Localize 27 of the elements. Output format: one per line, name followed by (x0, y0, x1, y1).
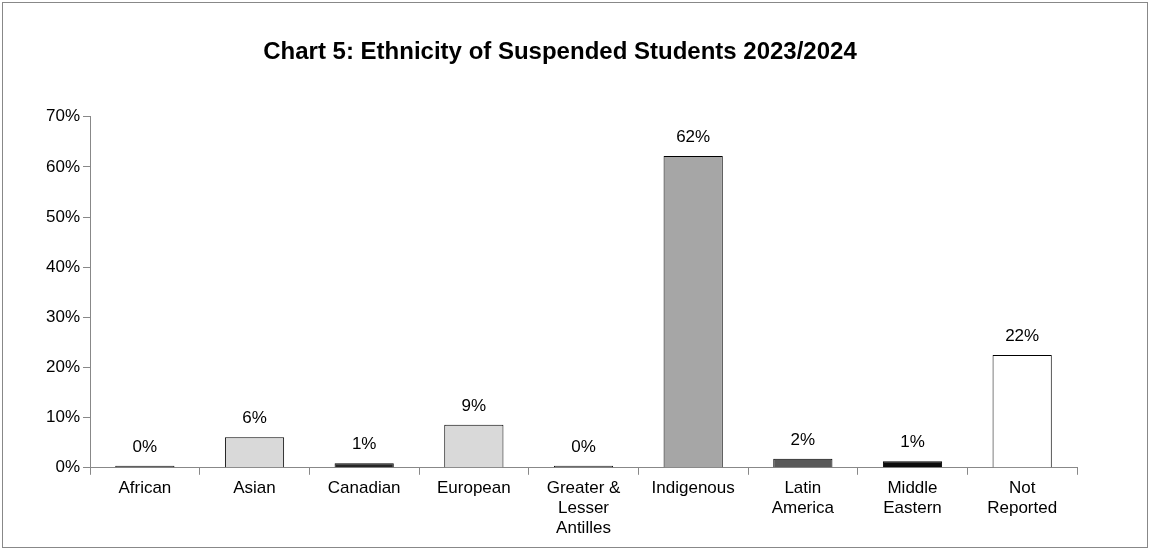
data-label: 6% (242, 408, 267, 428)
data-label: 62% (676, 127, 711, 147)
y-tick-label: 40% (45, 256, 81, 276)
x-tick-label: Greater & Lesser Antilles (546, 477, 622, 538)
x-tick-label: Asian (233, 477, 276, 497)
x-tick-label: Canadian (327, 477, 401, 497)
data-label: 2% (790, 429, 816, 449)
data-label: 1% (351, 434, 377, 454)
y-tick-label: 10% (45, 407, 81, 427)
chart-title: Chart 5: Ethnicity of Suspended Students 2023/2024 (263, 37, 858, 65)
x-tick-label: Middle Eastern (883, 477, 942, 518)
x-tick-label: Not Reported (987, 477, 1058, 518)
data-label: 22% (1005, 326, 1040, 346)
data-label: 0% (571, 436, 596, 456)
data-label: 1% (900, 432, 925, 452)
x-tick-label: Indigenous (651, 477, 735, 497)
x-tick-label: African (118, 477, 172, 497)
y-tick-label: 70% (45, 106, 81, 126)
y-tick-label: 50% (45, 206, 81, 226)
y-tick-label: 60% (45, 156, 81, 176)
x-tick-label: Latin America (771, 477, 835, 518)
x-tick-label: European (436, 477, 511, 497)
y-tick-label: 30% (45, 307, 81, 327)
y-tick-label: 20% (45, 357, 81, 377)
data-label: 9% (461, 395, 487, 415)
data-label: 0% (132, 436, 158, 456)
y-tick-label: 0% (55, 457, 81, 477)
